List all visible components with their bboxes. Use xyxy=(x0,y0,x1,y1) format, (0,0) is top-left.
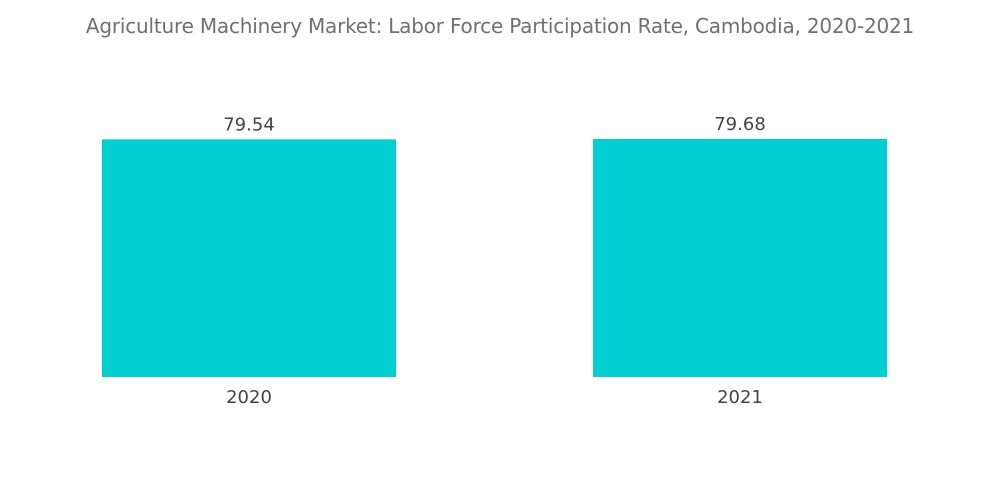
chart-title: Agriculture Machinery Market: Labor Forc… xyxy=(85,14,915,38)
data-label-2021: 79.68 xyxy=(714,114,766,135)
bar-2020 xyxy=(102,139,396,377)
bar-2021 xyxy=(593,138,887,377)
x-tick-label-2020: 2020 xyxy=(226,387,272,408)
x-tick-label-2021: 2021 xyxy=(717,387,763,408)
data-label-2020: 79.54 xyxy=(223,114,275,135)
